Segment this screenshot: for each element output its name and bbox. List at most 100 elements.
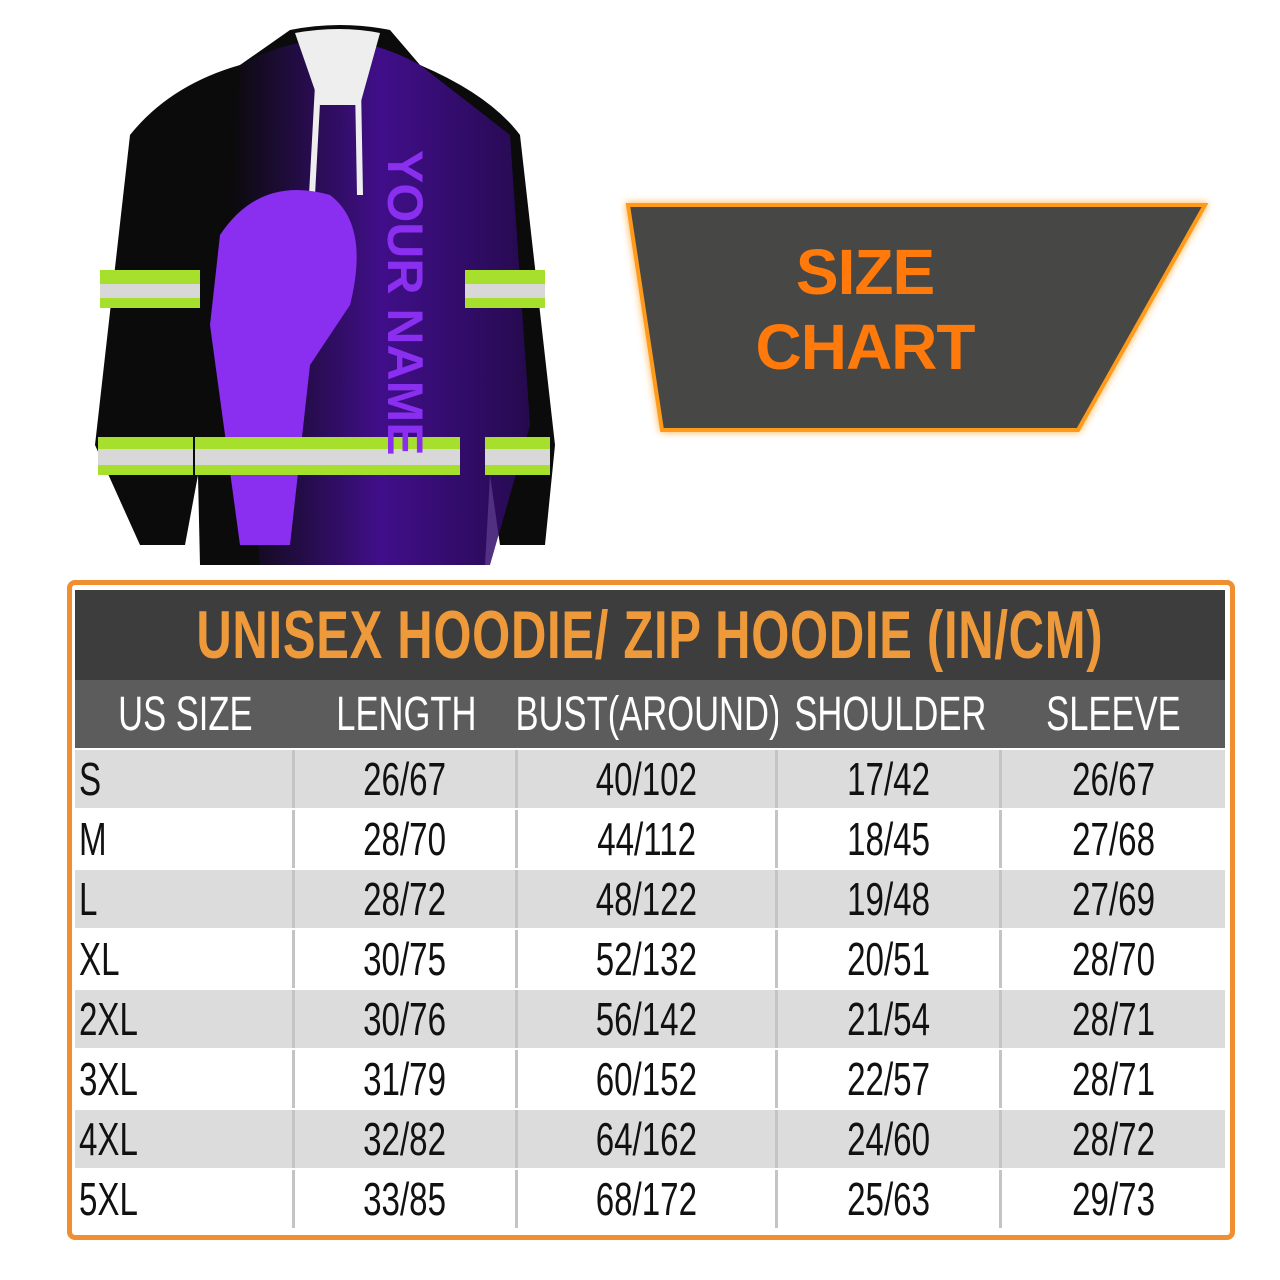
cell-value: 40/102 [595,753,698,805]
table-cell: 44/112 [518,810,778,868]
table-cell: 26/67 [295,750,518,808]
cell-value: M [79,813,107,865]
table-cell: 28/71 [1002,1050,1225,1108]
cell-value: 30/75 [363,933,447,985]
cell-value: 60/152 [595,1053,698,1105]
table-row: 3XL 31/79 60/152 22/57 28/71 [75,1050,1225,1108]
table-row: 5XL 33/85 68/172 25/63 29/73 [75,1170,1225,1228]
table-cell: 5XL [75,1170,295,1228]
cell-value: 68/172 [595,1173,698,1225]
cell-value: 64/162 [595,1113,698,1165]
table-cell: 27/69 [1002,870,1225,928]
table-cell: 20/51 [778,930,1002,988]
table-cell: 29/73 [1002,1170,1225,1228]
table-cell: 28/71 [1002,990,1225,1048]
cell-value: 5XL [79,1173,138,1225]
table-cell: 3XL [75,1050,295,1108]
cell-value: S [79,753,102,805]
table-cell: S [75,750,295,808]
table-cell: 26/67 [1002,750,1225,808]
banner-title-line2: CHART [755,311,976,383]
table-cell: 32/82 [295,1110,518,1168]
cell-value: 22/57 [847,1053,930,1105]
cell-value: 30/76 [363,993,447,1045]
table-row: L 28/72 48/122 19/48 27/69 [75,870,1225,928]
table-cell: 33/85 [295,1170,518,1228]
table-row: XL 30/75 52/132 20/51 28/70 [75,930,1225,988]
table-cell: 28/72 [295,870,518,928]
table-cell: 17/42 [778,750,1002,808]
cell-value: 21/54 [847,993,930,1045]
banner-title-line1: SIZE [795,236,935,308]
cell-value: 28/71 [1072,993,1155,1045]
cell-value: 31/79 [363,1053,447,1105]
table-row: 2XL 30/76 56/142 21/54 28/71 [75,990,1225,1048]
table-cell: 28/70 [295,810,518,868]
size-chart-banner [625,203,1209,432]
column-header: SLEEVE [1046,687,1181,741]
cell-value: 28/72 [363,873,447,925]
table-cell: 56/142 [518,990,778,1048]
table-header-row: US SIZE LENGTH BUST(AROUND) SHOULDER SLE… [75,680,1225,748]
cell-value: 28/70 [363,813,447,865]
table-cell: XL [75,930,295,988]
table-cell: 4XL [75,1110,295,1168]
column-header: LENGTH [336,687,477,741]
cell-value: 52/132 [595,933,698,985]
table-cell: 27/68 [1002,810,1225,868]
size-table: UNISEX HOODIE/ ZIP HOODIE (IN/CM) US SIZ… [67,580,1235,1240]
cell-value: 24/60 [847,1113,930,1165]
table-row: 4XL 32/82 64/162 24/60 28/72 [75,1110,1225,1168]
cell-value: 27/68 [1072,813,1155,865]
table-cell: 30/75 [295,930,518,988]
cell-value: XL [79,933,120,985]
cell-value: L [79,873,98,925]
column-header: BUST(AROUND) [518,687,778,741]
table-title: UNISEX HOODIE/ ZIP HOODIE (IN/CM) [196,597,1104,673]
cell-value: 2XL [79,993,138,1045]
table-cell: 22/57 [778,1050,1002,1108]
cell-value: 19/48 [847,873,930,925]
table-title-band: UNISEX HOODIE/ ZIP HOODIE (IN/CM) [75,590,1225,680]
hoodie-print-name: YOUR NAME [377,150,433,456]
table-cell: 24/60 [778,1110,1002,1168]
table-cell: M [75,810,295,868]
table-cell: 30/76 [295,990,518,1048]
cell-value: 33/85 [363,1173,447,1225]
cell-value: 28/71 [1072,1053,1155,1105]
table-cell: 28/70 [1002,930,1225,988]
cell-value: 26/67 [1072,753,1155,805]
cell-value: 44/112 [597,813,696,865]
cell-value: 26/67 [363,753,447,805]
cell-value: 28/72 [1072,1113,1155,1165]
table-cell: 28/72 [1002,1110,1225,1168]
cell-value: 28/70 [1072,933,1155,985]
table-row: S 26/67 40/102 17/42 26/67 [75,750,1225,808]
table-cell: 31/79 [295,1050,518,1108]
cell-value: 48/122 [595,873,698,925]
cell-value: 20/51 [847,933,930,985]
table-cell: 18/45 [778,810,1002,868]
hoodie-product-image: YOUR NAME [95,25,555,565]
table-cell: 19/48 [778,870,1002,928]
table-cell: 25/63 [778,1170,1002,1228]
cell-value: 4XL [79,1113,138,1165]
table-cell: 64/162 [518,1110,778,1168]
table-cell: 2XL [75,990,295,1048]
column-header: SHOULDER [793,687,987,741]
table-cell: 40/102 [518,750,778,808]
cell-value: 27/69 [1072,873,1155,925]
cell-value: 18/45 [847,813,930,865]
table-cell: L [75,870,295,928]
table-cell: 48/122 [518,870,778,928]
table-cell: 60/152 [518,1050,778,1108]
table-cell: 52/132 [518,930,778,988]
table-cell: 21/54 [778,990,1002,1048]
table-row: M 28/70 44/112 18/45 27/68 [75,810,1225,868]
cell-value: 17/42 [847,753,930,805]
cell-value: 3XL [79,1053,138,1105]
cell-value: 29/73 [1072,1173,1155,1225]
cell-value: 25/63 [847,1173,930,1225]
cell-value: 56/142 [595,993,698,1045]
table-cell: 68/172 [518,1170,778,1228]
